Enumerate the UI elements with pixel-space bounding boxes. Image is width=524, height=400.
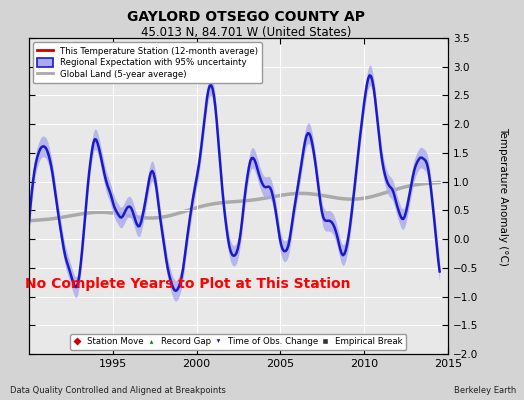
Text: GAYLORD OTSEGO COUNTY AP: GAYLORD OTSEGO COUNTY AP <box>127 10 365 24</box>
Text: Data Quality Controlled and Aligned at Breakpoints: Data Quality Controlled and Aligned at B… <box>10 386 226 395</box>
Y-axis label: Temperature Anomaly (°C): Temperature Anomaly (°C) <box>498 126 508 266</box>
Text: No Complete Years to Plot at This Station: No Complete Years to Plot at This Statio… <box>25 278 351 292</box>
Text: Berkeley Earth: Berkeley Earth <box>454 386 516 395</box>
Text: 45.013 N, 84.701 W (United States): 45.013 N, 84.701 W (United States) <box>141 26 352 39</box>
Legend: Station Move, Record Gap, Time of Obs. Change, Empirical Break: Station Move, Record Gap, Time of Obs. C… <box>70 334 407 350</box>
